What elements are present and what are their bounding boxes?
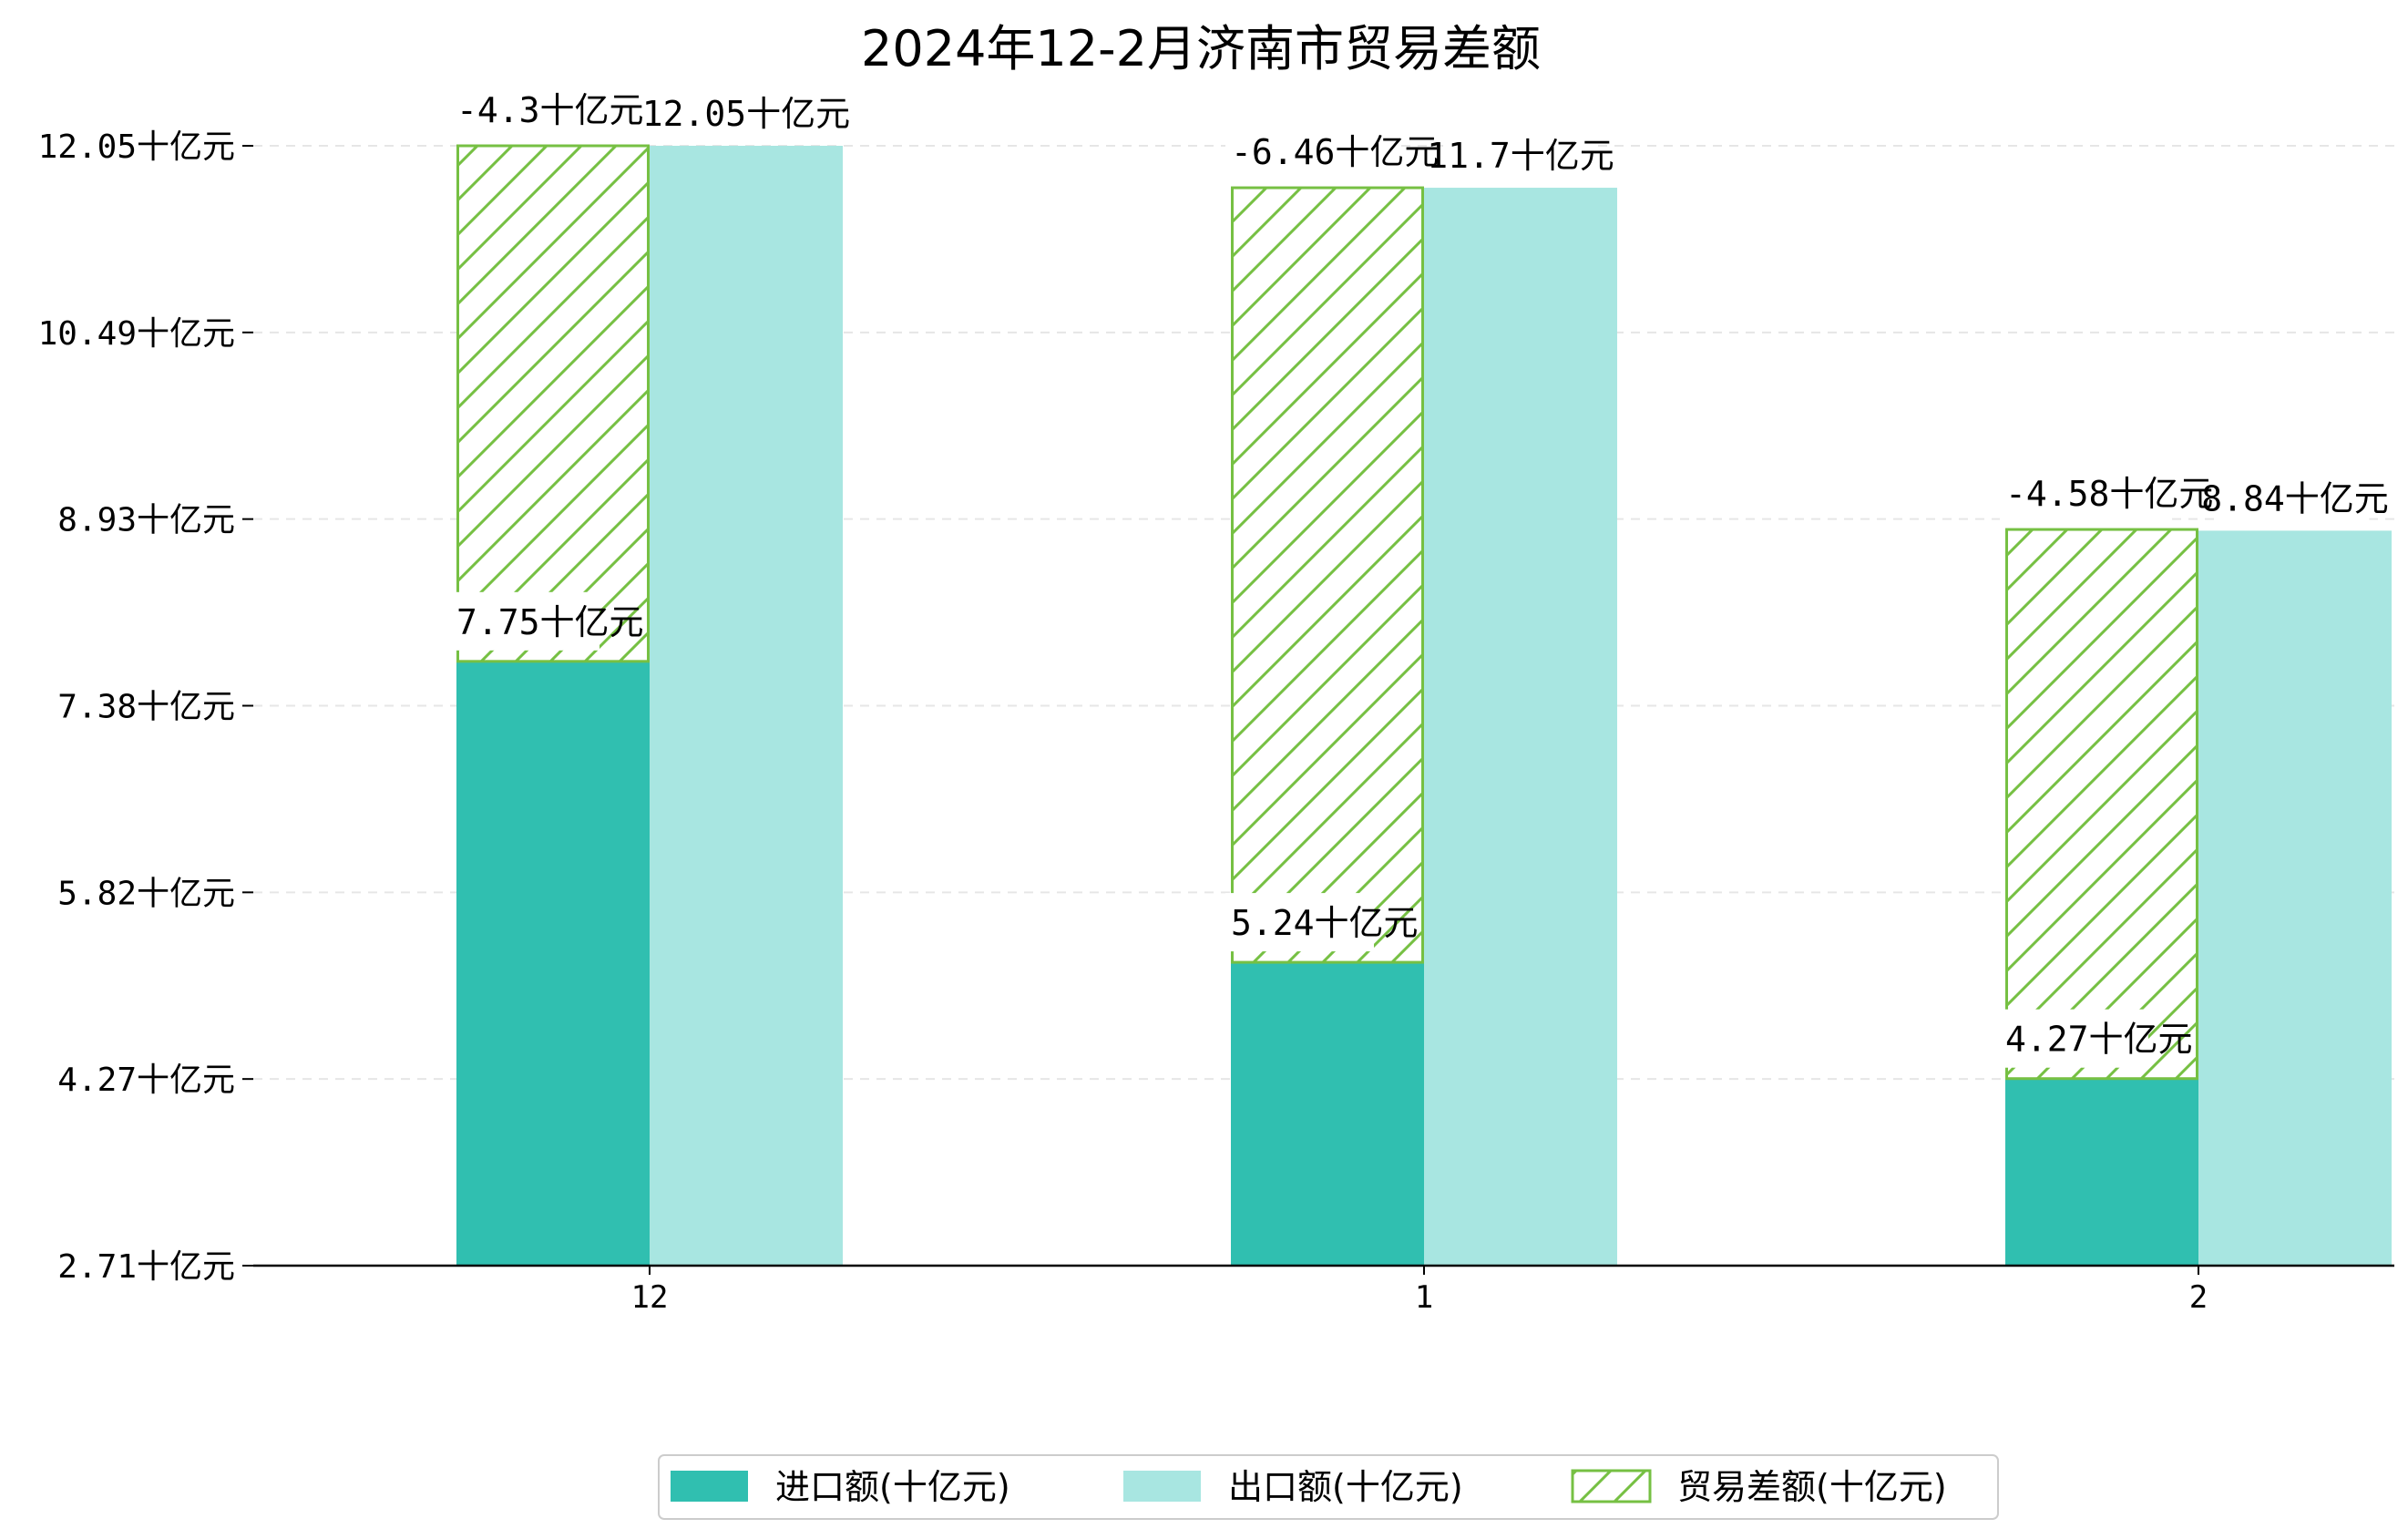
import-value-label: 4.27十亿元 bbox=[2005, 1020, 2193, 1060]
balance-bar bbox=[1233, 188, 1423, 962]
export-value-label: 11.7十亿元 bbox=[1427, 136, 1614, 176]
y-tick-label: 8.93十亿元 bbox=[57, 502, 235, 539]
x-tick-label: 1 bbox=[1415, 1279, 1433, 1316]
legend: 进口额(十亿元) 出口额(十亿元) 贸易差额(十亿元) bbox=[659, 1455, 1998, 1519]
export-bar bbox=[1424, 188, 1617, 1266]
balance-value-label: -4.58十亿元 bbox=[2005, 474, 2213, 514]
legend-label: 贸易差额(十亿元) bbox=[1677, 1467, 1947, 1507]
chart-title: 2024年12-2月济南市贸易差额 bbox=[861, 20, 1541, 77]
bars bbox=[456, 146, 2392, 1266]
y-tick-label: 5.82十亿元 bbox=[57, 875, 235, 912]
import-value-label: 5.24十亿元 bbox=[1231, 903, 1419, 943]
export-value-label: 12.05十亿元 bbox=[642, 94, 850, 134]
y-tick-label: 2.71十亿元 bbox=[57, 1248, 235, 1286]
y-tick-label: 12.05十亿元 bbox=[38, 128, 235, 166]
legend-swatch bbox=[671, 1471, 748, 1502]
y-tick-label: 4.27十亿元 bbox=[57, 1062, 235, 1099]
balance-bar bbox=[458, 146, 649, 662]
legend-swatch bbox=[1123, 1471, 1201, 1502]
legend-swatch bbox=[1573, 1471, 1650, 1502]
balance-bar bbox=[2007, 529, 2198, 1079]
balance-value-label: -6.46十亿元 bbox=[1231, 132, 1439, 172]
y-tick-label: 7.38十亿元 bbox=[57, 689, 235, 726]
import-value-label: 7.75十亿元 bbox=[456, 602, 644, 642]
balance-value-label: -4.3十亿元 bbox=[456, 90, 644, 130]
import-bar bbox=[1231, 962, 1424, 1266]
legend-label: 出口额(十亿元) bbox=[1228, 1467, 1463, 1507]
import-bar bbox=[456, 662, 650, 1266]
x-tick-label: 12 bbox=[631, 1279, 669, 1316]
legend-label: 进口额(十亿元) bbox=[775, 1467, 1010, 1507]
x-tick-label: 2 bbox=[2189, 1279, 2208, 1316]
export-value-label: 8.84十亿元 bbox=[2201, 478, 2389, 518]
y-tick-label: 10.49十亿元 bbox=[38, 315, 235, 353]
export-bar bbox=[2198, 530, 2392, 1266]
trade-balance-chart: 2024年12-2月济南市贸易差额 2.71十亿元 4.27十亿元 5.82十亿元 7… bbox=[0, 0, 2408, 1539]
import-bar bbox=[2005, 1079, 2198, 1266]
export-bar bbox=[650, 146, 843, 1266]
